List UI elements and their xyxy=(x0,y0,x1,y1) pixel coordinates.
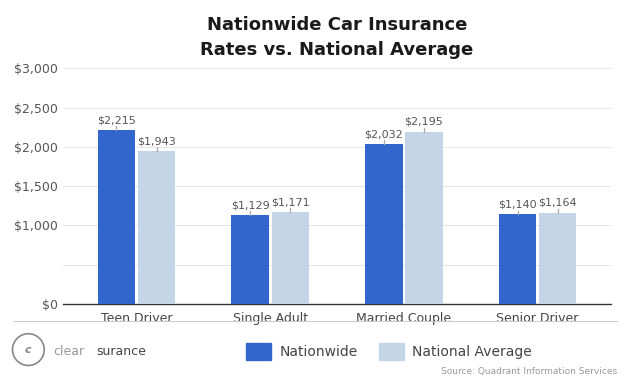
Text: $1,171: $1,171 xyxy=(271,197,309,207)
Text: $1,943: $1,943 xyxy=(137,137,176,147)
Bar xyxy=(272,212,309,304)
Text: Source: Quadrant Information Services: Source: Quadrant Information Services xyxy=(441,367,617,376)
Bar xyxy=(98,130,135,304)
Bar xyxy=(405,131,443,304)
Bar xyxy=(138,151,175,304)
Text: $1,164: $1,164 xyxy=(538,198,577,208)
Text: $1,140: $1,140 xyxy=(498,200,537,210)
Title: Nationwide Car Insurance
Rates vs. National Average: Nationwide Car Insurance Rates vs. Natio… xyxy=(200,16,474,59)
Bar xyxy=(539,212,576,304)
Text: $2,215: $2,215 xyxy=(97,116,136,125)
Text: $1,129: $1,129 xyxy=(231,201,270,211)
Text: clear: clear xyxy=(54,345,84,358)
Text: surance: surance xyxy=(96,345,146,358)
Bar xyxy=(365,144,403,304)
Legend: Nationwide, National Average: Nationwide, National Average xyxy=(246,343,532,360)
Bar xyxy=(231,215,269,304)
Text: $2,195: $2,195 xyxy=(404,117,444,127)
Text: $2,032: $2,032 xyxy=(365,130,403,140)
Bar xyxy=(499,214,536,304)
Text: c: c xyxy=(25,345,32,355)
